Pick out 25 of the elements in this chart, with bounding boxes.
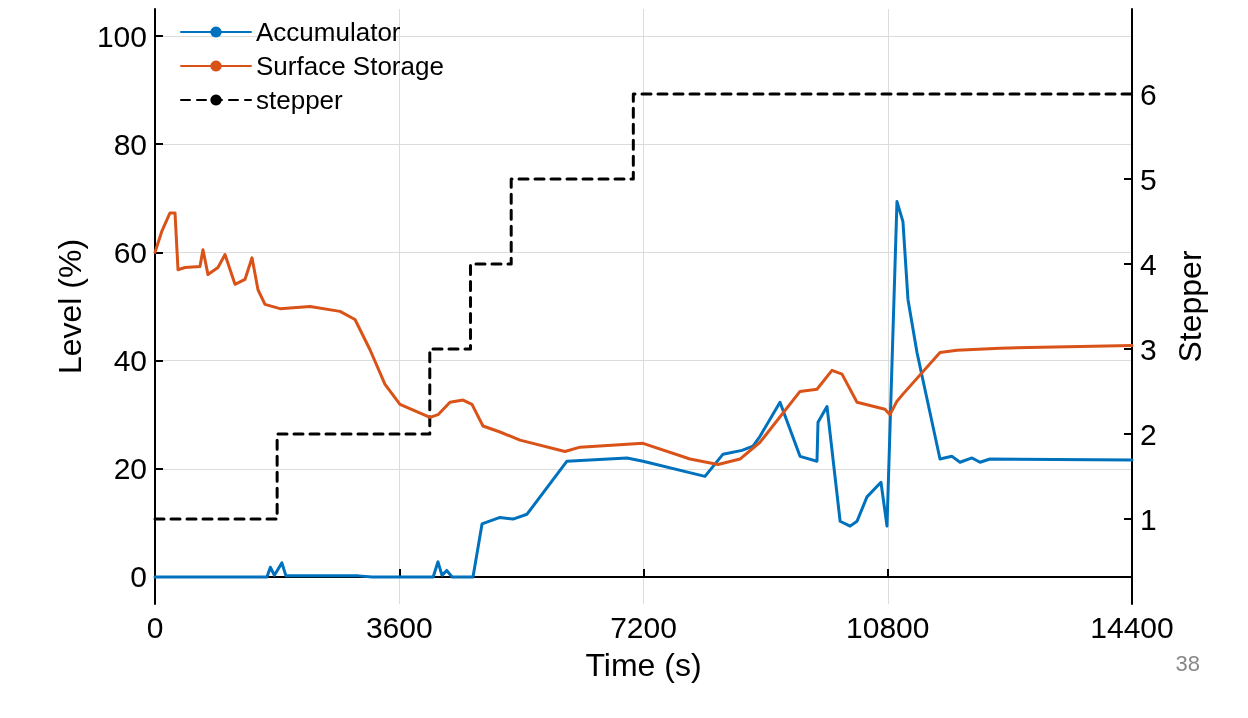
y2-tick-label: 2	[1140, 417, 1157, 451]
x-tick-label: 3600	[365, 610, 433, 644]
y-tick-label: 20	[113, 452, 147, 486]
y2-tick-label: 4	[1140, 247, 1157, 281]
legend-label: stepper	[256, 85, 344, 115]
y-tick-label: 0	[130, 560, 147, 594]
x-axis-title: Time (s)	[585, 647, 702, 683]
y2-tick-label: 5	[1140, 162, 1157, 196]
y2-tick-label: 3	[1140, 332, 1157, 366]
x-tick-label: 10800	[846, 610, 930, 644]
y2-axis-title: Stepper	[1172, 250, 1208, 363]
y2-tick-label: 1	[1140, 502, 1157, 536]
y-tick-label: 100	[96, 19, 147, 53]
x-tick-label: 14400	[1090, 610, 1174, 644]
text: 38	[1175, 650, 1201, 676]
y-tick-label: 40	[113, 344, 147, 378]
y-tick-label: 60	[113, 235, 147, 269]
x-tick-label: 7200	[610, 610, 677, 644]
legend-label: Surface Storage	[256, 51, 444, 81]
y2-tick-label: 6	[1140, 77, 1157, 111]
y-axis-title: Level (%)	[52, 238, 89, 375]
line-series	[153, 200, 1134, 579]
legend-label: Accumulator	[256, 17, 401, 47]
line-series	[153, 211, 1134, 466]
y-tick-label: 80	[113, 127, 147, 161]
